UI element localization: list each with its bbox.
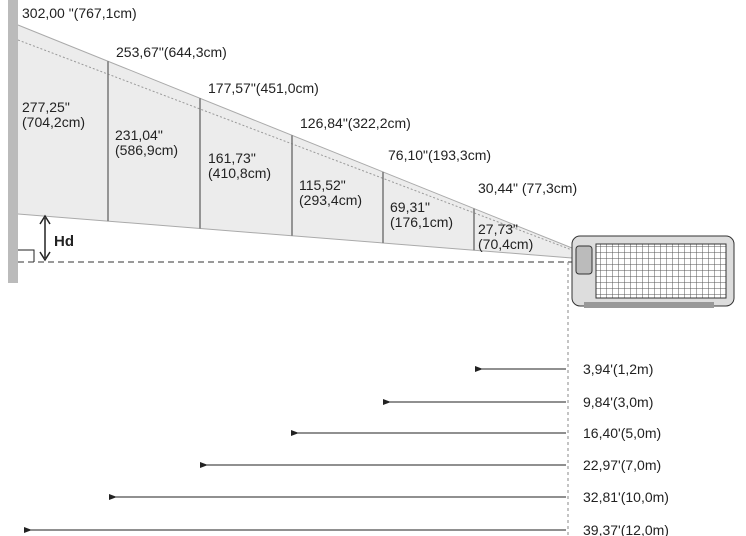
hd-label: Hd	[54, 233, 74, 250]
distance-label: 3,94'(1,2m)	[583, 361, 653, 377]
screen-size-inch: 115,52"	[299, 177, 346, 193]
screen-size-inch: 277,25"	[22, 99, 70, 115]
screen-diagonal: 30,44" (77,3cm)	[478, 180, 577, 196]
screen-diagonal: 177,57"(451,0cm)	[208, 80, 319, 96]
projection-beam	[18, 25, 572, 258]
wall	[8, 0, 18, 283]
screen-diagonal: 76,10"(193,3cm)	[388, 147, 491, 163]
hd-arrowheads	[39, 214, 51, 262]
beam-edge	[17, 24, 573, 249]
hd-ref	[18, 249, 35, 262]
screen-diagonal: 126,84"(322,2cm)	[300, 115, 411, 131]
screen-size-inch: 27,73"	[478, 221, 518, 237]
distance-label: 16,40'(5,0m)	[583, 425, 661, 441]
distance-label: 9,84'(3,0m)	[583, 394, 653, 410]
beam-dash	[17, 39, 573, 251]
screen-size-cm: (176,1cm)	[390, 214, 453, 230]
projector	[571, 235, 735, 308]
screen-diagonal: 253,67"(644,3cm)	[116, 44, 227, 60]
distance-label: 39,37'(12,0m)	[583, 522, 669, 536]
distance-label: 22,97'(7,0m)	[583, 457, 661, 473]
distance-label: 32,81'(10,0m)	[583, 489, 669, 505]
screen-size-cm: (293,4cm)	[299, 192, 362, 208]
screen-size-inch: 231,04"	[115, 127, 163, 143]
screen-size-cm: (70,4cm)	[478, 236, 533, 252]
screen-size-cm: (410,8cm)	[208, 165, 271, 181]
screen-size-cm: (586,9cm)	[115, 142, 178, 158]
screen-size-inch: 161,73"	[208, 150, 256, 166]
beam-edge	[17, 213, 573, 259]
screen-size-cm: (704,2cm)	[22, 114, 85, 130]
screen-diagonal: 302,00 "(767,1cm)	[22, 5, 137, 21]
screen-size-inch: 69,31"	[390, 199, 430, 215]
